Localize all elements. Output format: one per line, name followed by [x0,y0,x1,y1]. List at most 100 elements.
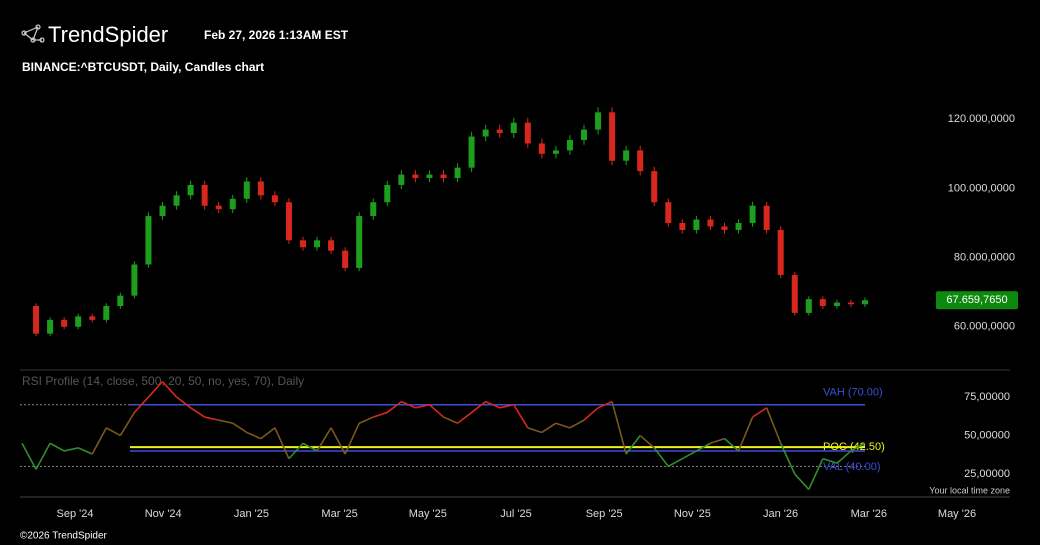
candle-body [103,306,110,320]
rsi-segment [696,442,711,452]
rsi-segment [541,422,557,434]
rsi-segment [836,450,852,464]
candle-body [384,184,391,203]
timezone-note: Your local time zone [929,485,1010,495]
rsi-segment [471,401,487,414]
candle-body [707,219,714,227]
rsi-segment [653,447,669,467]
rsi-segment [794,473,810,490]
x-tick-label: May '26 [938,508,976,520]
timestamp: Feb 27, 2026 1:13AM EST [204,28,349,42]
candle-body [215,205,222,210]
x-tick-label: Jan '26 [763,508,798,520]
rsi-segment [373,411,388,418]
candle-body [328,240,335,251]
candle-body [538,143,545,154]
rsi-segment [260,427,276,440]
rsi-segment [850,442,866,452]
candle-body [61,319,68,327]
rsi-segment [710,437,725,445]
candle-body [342,250,349,268]
chart-title: BINANCE:^BTCUSDT, Daily, Candles chart [22,60,264,74]
rsi-segment [274,427,290,459]
rsi-segment [752,407,768,418]
rsi-segment [232,422,248,434]
logo [21,24,45,43]
candle-body [356,216,363,268]
rsi-segment [723,438,740,452]
rsi-segment [499,403,514,409]
rsi-segment [358,416,374,424]
rsi-segment [457,411,473,424]
rsi-segment [611,401,627,455]
candle-body [89,316,96,320]
candle-body [47,319,54,334]
candle-body [117,295,124,307]
y-tick-label: 50,00000 [964,429,1010,441]
candle-body [75,316,82,327]
rsi-segment [77,447,93,455]
rsi-segment [779,442,796,475]
rsi-segment [625,435,641,455]
footer: ©2026 TrendSpider [20,531,108,542]
candle-body [609,112,616,161]
candle-body [623,150,630,161]
x-tick-label: May '25 [409,508,447,520]
candle-body [651,171,658,203]
rsi-segment [401,400,416,409]
candle-body [229,198,236,210]
rsi-segment [344,422,360,455]
candle-body [145,216,152,265]
rsi-segment [415,403,430,409]
x-tick-label: Sep '24 [57,508,94,520]
rsi-segment [822,457,838,465]
candle-body [721,226,728,230]
rsi-segment [583,407,599,421]
rsi-segment [639,434,655,449]
last-price-box [936,291,1018,310]
level-label: VAH (70.00) [823,387,883,399]
rsi-segment [527,427,543,434]
rsi-segment [513,404,529,429]
rsi-segment [808,458,824,490]
candle-body [33,306,40,334]
x-tick-label: Mar '26 [851,508,887,520]
candle-body [819,299,826,307]
candle-body [482,129,489,137]
candle-body [300,240,306,248]
rsi-segment [681,450,697,460]
rsi-segment [91,427,108,455]
level-label: POC (42.50) [823,441,885,453]
rsi-segment [428,404,445,418]
candle-body [510,122,517,134]
rsi-segment [176,396,192,409]
y-tick-label: 25,00000 [964,468,1010,480]
x-tick-label: Mar '25 [321,508,357,520]
candle-body [777,229,784,275]
y-tick-label: 120.000,0000 [948,113,1015,125]
rsi-segment [246,431,262,440]
candle-body [735,223,742,230]
rsi-segment [386,401,402,414]
candle-body [665,202,672,224]
rsi-segment [49,442,65,452]
candle-body [552,150,559,154]
candle-body [131,264,138,296]
candle-body [370,202,377,217]
last-price-label: 67.659,7650 [946,294,1007,306]
rsi-segment [105,427,121,437]
rsi-segment [443,416,458,424]
rsi-segment [737,416,754,452]
candle-body [271,195,278,203]
candle-body [173,195,180,206]
rsi-segment [555,422,571,429]
x-tick-label: Sep '25 [586,508,623,520]
candle-body [833,302,840,307]
rsi-segment [485,400,501,409]
candle-body [398,174,405,185]
rsi-segment [133,396,150,413]
candle-body [468,136,475,168]
rsi-segment [288,442,304,460]
candle-body [285,202,292,241]
